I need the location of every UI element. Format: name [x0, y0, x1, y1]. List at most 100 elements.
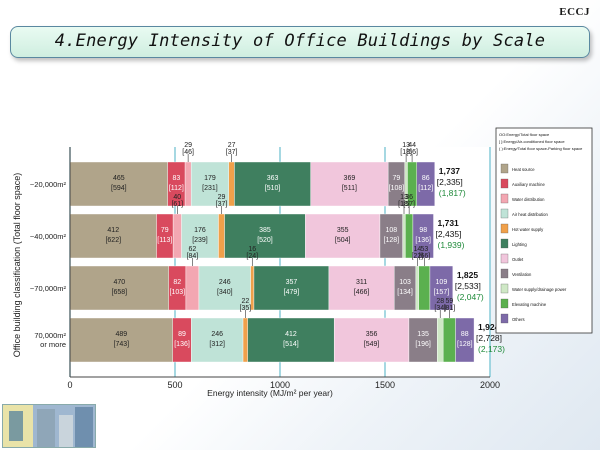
data-label: 108: [385, 227, 397, 234]
data-label-callout-ac: [56]: [406, 149, 418, 156]
legend-swatch: [500, 298, 509, 309]
data-label-ac: [340]: [217, 289, 233, 296]
data-label: 246: [219, 279, 231, 286]
data-label-ac: [622]: [105, 237, 121, 244]
data-label: 176: [194, 227, 206, 234]
page-title: 4.Energy Intensity of Office Buildings b…: [54, 31, 546, 51]
data-label-ac: [510]: [265, 185, 281, 192]
total-net-value: (2,173): [478, 344, 505, 354]
data-label-callout-ac: [57]: [403, 201, 415, 208]
data-label: 79: [393, 175, 401, 182]
title-banner: 4.Energy Intensity of Office Buildings b…: [10, 26, 590, 58]
data-label: 103: [399, 279, 411, 286]
data-label-ac: [504]: [335, 237, 351, 244]
legend-swatch: [500, 268, 509, 279]
data-label-callout: 22: [241, 298, 249, 305]
data-label-ac: [520]: [257, 237, 273, 244]
data-label-ac: [134]: [397, 289, 413, 296]
data-label-callout-ac: [84]: [187, 253, 199, 260]
data-label-ac: [136]: [415, 237, 431, 244]
data-label-ac: [128]: [384, 237, 400, 244]
data-label-callout: 16: [248, 246, 256, 253]
data-label-ac: [157]: [434, 289, 450, 296]
bar-segment: [69, 265, 169, 311]
data-label-callout: 13: [402, 142, 410, 149]
bar-segment: [418, 265, 431, 311]
data-label: 83: [172, 175, 180, 182]
bar-segment: [333, 317, 410, 363]
data-label: 109: [436, 279, 448, 286]
data-label-callout-ac: [18]: [400, 149, 412, 156]
data-label: 357: [286, 279, 298, 286]
data-label-callout: 14: [413, 246, 421, 253]
data-label-ac: [113]: [157, 237, 172, 244]
x-tick-label: 2000: [480, 380, 500, 390]
legend-box: [495, 127, 593, 334]
x-tick-label: 0: [67, 380, 72, 390]
legend-entry: Auxiliary machine: [512, 182, 545, 187]
data-label-callout-ac: [61]: [171, 201, 183, 208]
total-net-value: (1,939): [438, 240, 465, 250]
bar-segment: [379, 213, 403, 259]
legend-entry: Hot water supply: [512, 227, 544, 232]
total-ac-value: [2,335]: [437, 177, 463, 187]
category-label: or more: [40, 340, 66, 349]
bar-segment: [415, 265, 420, 311]
data-label-ac: [108]: [389, 185, 405, 192]
bar-segment: [305, 213, 381, 259]
data-label: 356: [366, 331, 378, 338]
legend-entry: Elevating machine: [512, 302, 547, 307]
data-label-ac: [479]: [284, 289, 300, 296]
bar-segment: [168, 265, 187, 311]
legend-swatch: [500, 238, 509, 249]
bar-segment: [247, 317, 335, 363]
legend-swatch: [500, 283, 509, 294]
data-label-callout-ac: [34]: [434, 305, 446, 312]
data-label: 86: [422, 175, 430, 182]
total-ac-value: [2,435]: [436, 229, 462, 239]
bar-segment: [69, 213, 157, 259]
total-value: 1,737: [439, 166, 461, 176]
data-label: 88: [461, 331, 469, 338]
data-label-ac: [239]: [192, 237, 208, 244]
legend-swatch: [500, 208, 509, 219]
bar-segment: [310, 161, 389, 207]
legend-entry: Ventilation: [512, 272, 532, 277]
bar-segment: [69, 161, 168, 207]
x-tick-label: 1000: [270, 380, 290, 390]
data-label: 465: [113, 175, 125, 182]
bar-segment: [181, 213, 219, 259]
bar-segment: [455, 317, 475, 363]
total-value: 1,731: [438, 218, 460, 228]
data-label: 385: [259, 227, 271, 234]
data-label-callout-ac: [46]: [182, 149, 194, 156]
data-label-ac: [103]: [170, 289, 186, 296]
data-label: 412: [285, 331, 297, 338]
legend-swatch: [500, 223, 509, 234]
y-axis-label: Office building classification (Total fl…: [12, 173, 22, 357]
legend-swatch: [500, 313, 509, 324]
total-value: 1,825: [457, 270, 479, 280]
data-label-callout-ac: [35]: [240, 305, 252, 312]
data-label: 363: [267, 175, 279, 182]
data-label: 89: [178, 331, 186, 338]
legend-note: ( ):Energy/Total floor space-Parking flo…: [499, 146, 583, 151]
legend-panel: OO:Energy/Total floor space [ ]:Energy/Ai…: [495, 127, 593, 334]
data-label-callout: 53: [420, 246, 428, 253]
bar-segment: [228, 161, 235, 207]
data-label: 355: [337, 227, 349, 234]
category-label: ~40,000m²: [30, 232, 67, 241]
legend-swatch: [500, 193, 509, 204]
legend-note: [ ]:Energy/Air-conditioned floor space: [499, 139, 565, 144]
data-label: 98: [419, 227, 427, 234]
legend-entry: Others: [512, 317, 525, 322]
bar-segment: [198, 265, 251, 311]
data-label-callout: 40: [173, 194, 181, 201]
bar-segment: [69, 317, 173, 363]
data-label-callout-ac: [81]: [444, 305, 456, 312]
legend-note: OO:Energy/Total floor space: [499, 132, 550, 137]
data-label-ac: [549]: [364, 341, 380, 348]
data-label: 311: [356, 279, 367, 286]
data-label-ac: [196]: [415, 341, 431, 348]
